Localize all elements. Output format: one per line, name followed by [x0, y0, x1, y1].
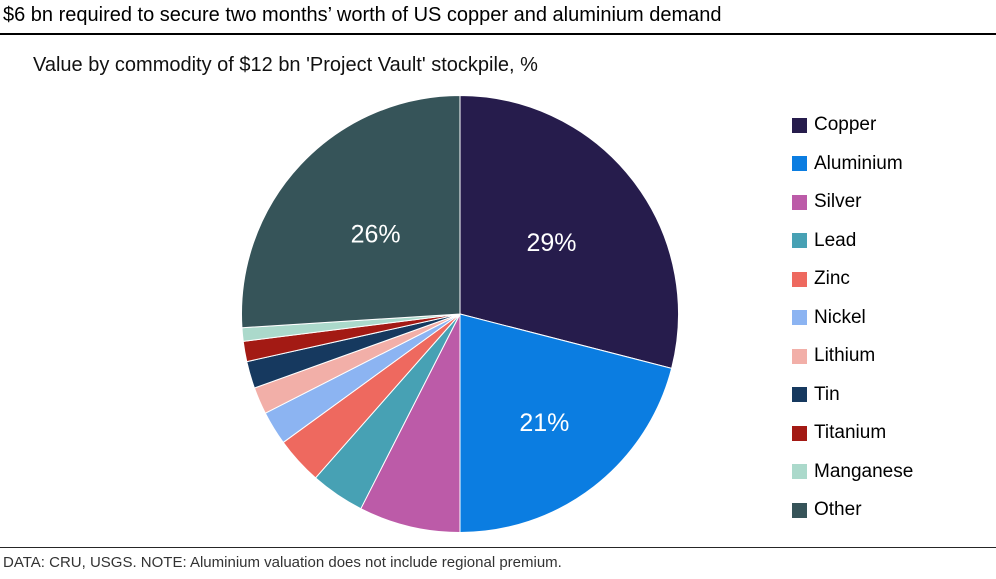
legend-item-label: Lead [814, 229, 857, 251]
pie-slice-aluminium [459, 313, 673, 533]
legend-item-label: Silver [814, 191, 862, 213]
pie-value-label-aluminium: 21% [519, 409, 569, 437]
pie-slice-copper [459, 95, 679, 369]
source-note: DATA: CRU, USGS. NOTE: Aluminium valuati… [3, 554, 562, 571]
pie-value-label-copper: 29% [526, 229, 576, 257]
legend-item-aluminium: Aluminium [792, 145, 913, 184]
legend-item-lithium: Lithium [792, 337, 913, 376]
legend-item-zinc: Zinc [792, 260, 913, 299]
legend-item-titanium: Titanium [792, 414, 913, 453]
legend-item-label: Titanium [814, 422, 887, 444]
legend-color-swatch [792, 387, 807, 403]
legend-item-lead: Lead [792, 222, 913, 261]
legend-color-swatch [792, 348, 807, 364]
legend-item-silver: Silver [792, 183, 913, 222]
legend-color-swatch [792, 117, 807, 133]
legend-color-swatch [792, 502, 807, 518]
legend-item-label: Zinc [814, 268, 850, 290]
legend-color-swatch [792, 233, 807, 249]
legend-item-label: Manganese [814, 460, 914, 482]
legend-item-label: Aluminium [814, 152, 903, 174]
pie-slice-silver [360, 313, 461, 533]
legend-color-swatch [792, 310, 807, 326]
legend-item-nickel: Nickel [792, 299, 913, 338]
legend-item-label: Lithium [814, 345, 876, 367]
pie-value-label-other: 26% [351, 221, 401, 249]
chart-headline: $6 bn required to secure two months’ wor… [3, 4, 722, 26]
legend-item-label: Nickel [814, 306, 866, 328]
legend-item-manganese: Manganese [792, 453, 913, 492]
chart-subtitle: Value by commodity of $12 bn 'Project Va… [33, 54, 538, 76]
legend-item-label: Copper [814, 114, 877, 136]
legend-item-label: Other [814, 499, 862, 521]
chart-legend: Copper Aluminium Silver Lead Zinc Nickel… [792, 106, 913, 530]
legend-item-copper: Copper [792, 106, 913, 145]
pie-chart: 29% 21% 26% [241, 95, 679, 533]
headline-divider [0, 33, 996, 35]
legend-color-swatch [792, 156, 807, 172]
legend-item-tin: Tin [792, 376, 913, 415]
legend-color-swatch [792, 464, 807, 480]
legend-color-swatch [792, 271, 807, 287]
legend-color-swatch [792, 194, 807, 210]
legend-color-swatch [792, 425, 807, 441]
legend-item-label: Tin [814, 383, 840, 405]
legend-item-other: Other [792, 491, 913, 530]
footer-divider [0, 547, 996, 548]
pie-slice-other [241, 95, 461, 329]
